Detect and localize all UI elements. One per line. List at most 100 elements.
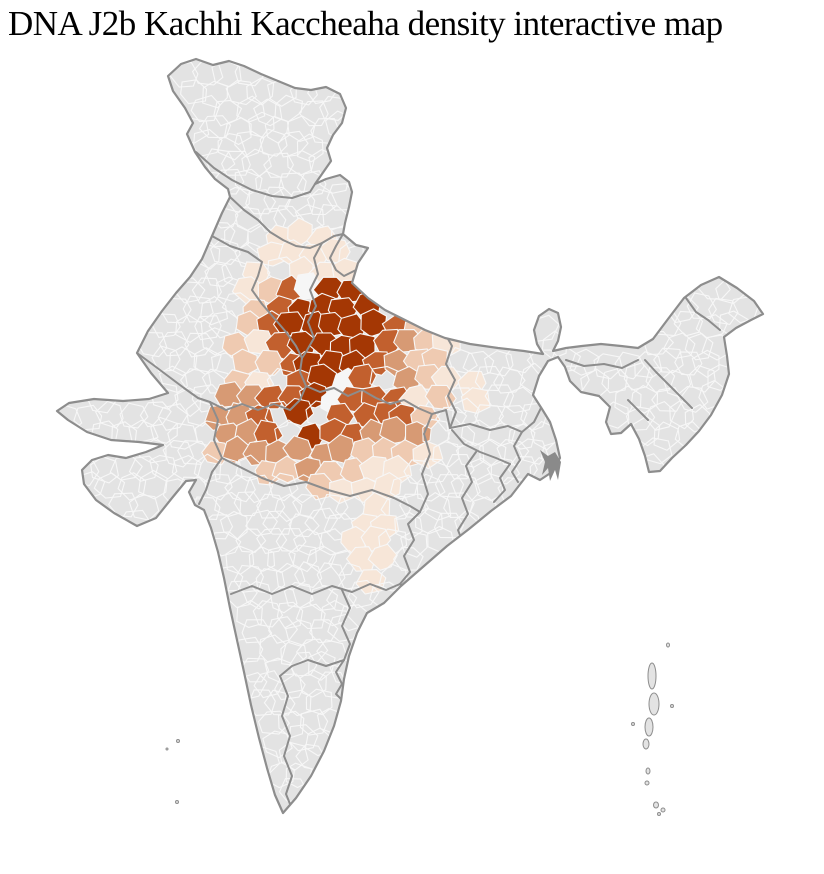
district-cell[interactable] (451, 397, 480, 428)
district-cell[interactable] (309, 619, 339, 644)
district-cell[interactable] (367, 543, 398, 571)
district-cell[interactable] (662, 332, 696, 359)
district-cell[interactable] (625, 405, 656, 431)
district-cell[interactable] (266, 761, 295, 789)
district-cell[interactable] (234, 130, 265, 158)
district-cell[interactable] (158, 331, 190, 357)
district-cell[interactable] (277, 710, 305, 739)
district-cell[interactable] (217, 133, 246, 161)
district-cell[interactable] (455, 440, 485, 468)
district-cell[interactable] (295, 603, 326, 630)
district-cell[interactable] (614, 351, 645, 380)
district-cell[interactable] (320, 599, 349, 627)
district-cell[interactable] (139, 401, 172, 428)
district-cell[interactable] (267, 546, 296, 574)
district-cell[interactable] (258, 207, 287, 234)
district-cell[interactable] (193, 453, 222, 483)
district-cell[interactable] (202, 80, 228, 109)
district-cell[interactable] (244, 474, 274, 504)
district-cell[interactable] (623, 362, 654, 391)
district-cell[interactable] (446, 453, 475, 480)
district-cell[interactable] (294, 561, 323, 589)
district-cell[interactable] (473, 473, 504, 502)
district-cell[interactable] (283, 581, 314, 608)
district-cell[interactable] (263, 186, 293, 213)
district-cell[interactable] (644, 400, 677, 431)
district-cell[interactable] (225, 79, 257, 106)
district-cell[interactable] (443, 492, 475, 518)
district-cell[interactable] (691, 349, 720, 378)
district-cell[interactable] (149, 454, 178, 482)
district-cell[interactable] (204, 262, 234, 287)
district-cell[interactable] (432, 441, 460, 468)
district-cell[interactable] (287, 150, 316, 176)
district-cell[interactable] (460, 419, 492, 447)
district-cell[interactable] (294, 204, 325, 231)
district-cell[interactable] (220, 150, 251, 176)
district-cell[interactable] (168, 346, 198, 377)
district-cell[interactable] (483, 350, 514, 377)
district-cell[interactable] (673, 310, 704, 337)
district-cell[interactable] (496, 439, 530, 466)
district-cell[interactable] (450, 473, 481, 503)
district-cell[interactable] (180, 79, 208, 105)
district-cell[interactable] (309, 585, 339, 611)
district-cell[interactable] (419, 458, 450, 484)
district-cell[interactable] (484, 384, 515, 408)
district-cell[interactable] (493, 366, 526, 394)
district-cell[interactable] (288, 724, 319, 752)
district-cell[interactable] (263, 152, 295, 178)
district-cell[interactable] (194, 315, 222, 341)
district-cell[interactable] (211, 531, 242, 557)
district-cell[interactable] (688, 364, 716, 393)
district-cell[interactable] (256, 493, 286, 519)
district-cell[interactable] (392, 546, 424, 571)
district-cell[interactable] (175, 314, 203, 343)
district-cell[interactable] (248, 546, 276, 572)
district-cell[interactable] (274, 493, 303, 523)
district-cell[interactable] (184, 332, 215, 358)
district-cell[interactable] (234, 206, 264, 233)
district-cell[interactable] (306, 188, 338, 216)
district-cell[interactable] (256, 527, 288, 555)
district-cell[interactable] (686, 292, 717, 320)
district-cell[interactable] (282, 397, 315, 427)
district-cell[interactable] (162, 439, 195, 468)
district-cell[interactable] (416, 473, 446, 502)
district-cell[interactable] (669, 400, 694, 430)
district-cell[interactable] (191, 277, 223, 304)
district-cell[interactable] (223, 117, 252, 146)
district-cell[interactable] (137, 469, 168, 500)
district-cell[interactable] (298, 100, 329, 127)
district-cell[interactable] (316, 639, 347, 668)
district-cell[interactable] (326, 587, 358, 613)
district-cell[interactable] (399, 493, 430, 519)
district-cell[interactable] (394, 511, 423, 541)
district-cell[interactable] (347, 579, 380, 609)
district-cell[interactable] (486, 457, 521, 485)
district-cell[interactable] (93, 472, 126, 499)
district-cell[interactable] (288, 513, 320, 538)
district-cell[interactable] (400, 531, 428, 558)
district-cell[interactable] (299, 708, 329, 736)
district-cell[interactable] (268, 616, 299, 644)
district-cell[interactable] (508, 423, 536, 450)
district-cell[interactable] (253, 98, 283, 127)
district-cell[interactable] (708, 297, 739, 326)
district-cell[interactable] (253, 384, 287, 410)
district-cell[interactable] (233, 636, 264, 663)
district-cell[interactable] (299, 669, 327, 698)
district-cell[interactable] (182, 295, 214, 323)
district-cell[interactable] (233, 564, 265, 593)
district-cell[interactable] (262, 730, 293, 759)
district-cell[interactable] (174, 387, 202, 417)
district-cell[interactable] (430, 365, 463, 391)
district-cell[interactable] (284, 190, 316, 217)
district-cell[interactable] (435, 406, 468, 432)
district-cell[interactable] (284, 619, 314, 647)
district-cell[interactable] (305, 688, 333, 716)
district-cell[interactable] (209, 238, 241, 266)
district-cell[interactable] (277, 130, 309, 158)
district-cell[interactable] (275, 528, 307, 552)
district-cell[interactable] (190, 94, 221, 123)
